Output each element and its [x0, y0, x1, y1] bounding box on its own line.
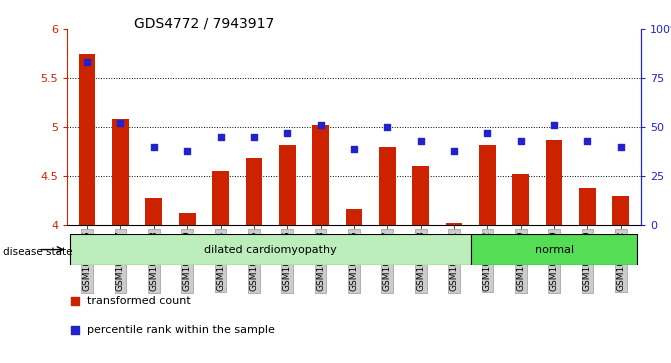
- Bar: [613, 196, 629, 225]
- Text: transformed count: transformed count: [87, 297, 191, 306]
- Point: [148, 144, 159, 150]
- Bar: [79, 53, 95, 225]
- Bar: [179, 213, 195, 225]
- Bar: [470, 234, 637, 265]
- Bar: [346, 209, 362, 225]
- Point: [615, 144, 626, 150]
- Bar: [412, 166, 429, 225]
- Point: [482, 130, 493, 136]
- Bar: [312, 125, 329, 225]
- Bar: [479, 145, 496, 225]
- Bar: [246, 158, 262, 225]
- Point: [349, 146, 360, 151]
- Bar: [212, 171, 229, 225]
- Point: [315, 122, 326, 128]
- Point: [336, 147, 347, 152]
- Bar: [579, 188, 596, 225]
- Text: disease state: disease state: [3, 247, 73, 257]
- Point: [215, 134, 226, 140]
- Bar: [112, 119, 129, 225]
- Point: [382, 124, 393, 130]
- Point: [282, 130, 293, 136]
- Bar: [546, 140, 562, 225]
- Bar: [379, 147, 396, 225]
- Text: normal: normal: [535, 245, 574, 254]
- Text: dilated cardiomyopathy: dilated cardiomyopathy: [204, 245, 337, 254]
- Point: [182, 148, 193, 154]
- Bar: [146, 197, 162, 225]
- Point: [115, 120, 126, 126]
- Bar: [446, 223, 462, 225]
- Text: GDS4772 / 7943917: GDS4772 / 7943917: [134, 16, 274, 30]
- Point: [248, 134, 259, 140]
- Point: [82, 60, 93, 65]
- Bar: [513, 174, 529, 225]
- Point: [449, 148, 460, 154]
- Point: [515, 138, 526, 144]
- Point: [549, 122, 560, 128]
- Point: [415, 138, 426, 144]
- Text: percentile rank within the sample: percentile rank within the sample: [87, 325, 275, 335]
- Point: [582, 138, 592, 144]
- Bar: [70, 234, 470, 265]
- Bar: [279, 145, 296, 225]
